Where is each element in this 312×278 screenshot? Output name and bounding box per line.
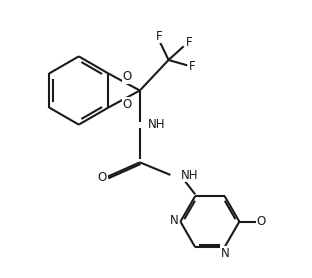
Text: F: F [185, 36, 192, 49]
Text: F: F [189, 59, 196, 73]
Text: O: O [122, 70, 132, 83]
Text: O: O [122, 98, 132, 111]
Text: N: N [170, 214, 179, 227]
Text: NH: NH [180, 169, 198, 182]
Text: NH: NH [148, 118, 166, 131]
Text: O: O [98, 171, 107, 183]
Text: F: F [156, 30, 163, 43]
Text: N: N [221, 247, 229, 260]
Text: O: O [256, 215, 266, 228]
